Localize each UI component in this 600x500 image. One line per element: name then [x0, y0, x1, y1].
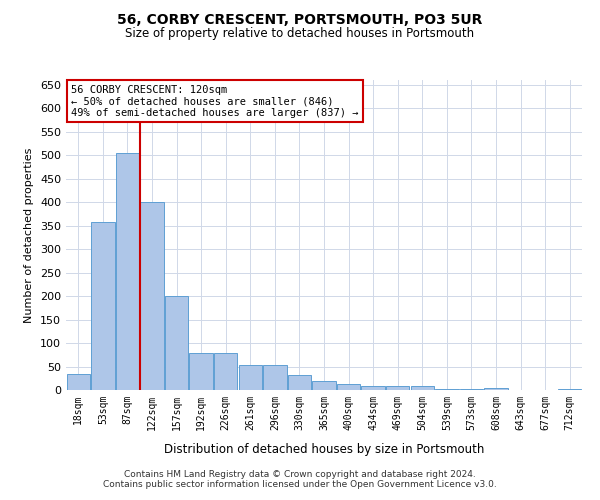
Text: 56, CORBY CRESCENT, PORTSMOUTH, PO3 5UR: 56, CORBY CRESCENT, PORTSMOUTH, PO3 5UR	[118, 12, 482, 26]
Bar	[263, 365, 287, 390]
Bar	[313, 380, 335, 390]
Bar	[67, 374, 90, 390]
Text: 56 CORBY CRESCENT: 120sqm
← 50% of detached houses are smaller (846)
49% of semi: 56 CORBY CRESCENT: 120sqm ← 50% of detac…	[71, 84, 359, 118]
Bar	[165, 296, 188, 390]
Bar	[190, 354, 213, 390]
Bar	[460, 388, 483, 390]
Bar	[386, 386, 409, 390]
Bar	[435, 388, 458, 390]
Text: Contains HM Land Registry data © Crown copyright and database right 2024.
Contai: Contains HM Land Registry data © Crown c…	[103, 470, 497, 490]
Bar	[239, 365, 262, 390]
Bar	[116, 153, 139, 390]
Bar	[558, 388, 581, 390]
Bar	[337, 384, 360, 390]
Bar	[361, 386, 385, 390]
Text: Distribution of detached houses by size in Portsmouth: Distribution of detached houses by size …	[164, 442, 484, 456]
Y-axis label: Number of detached properties: Number of detached properties	[25, 148, 34, 322]
Bar	[91, 222, 115, 390]
Bar	[288, 374, 311, 390]
Bar	[140, 202, 164, 390]
Text: Size of property relative to detached houses in Portsmouth: Size of property relative to detached ho…	[125, 28, 475, 40]
Bar	[484, 388, 508, 390]
Bar	[214, 354, 238, 390]
Bar	[410, 386, 434, 390]
